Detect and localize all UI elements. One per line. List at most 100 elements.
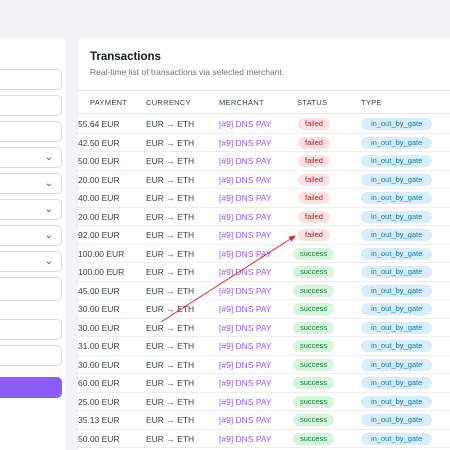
status-badge: failed [298, 192, 330, 204]
type-badge: in_out_by_gate [361, 303, 433, 315]
type-badge: in_out_by_gate [361, 414, 433, 426]
payment-cell: 30.00 EUR [78, 359, 120, 370]
payment-cell: 20.00 EUR [78, 174, 120, 185]
status-badge: failed [298, 229, 330, 241]
currency-cell: EUR → ETH [146, 433, 195, 444]
form-field-5[interactable] [0, 319, 62, 340]
merchant-link[interactable]: [#9] DNS PAY [219, 174, 272, 185]
table-row[interactable]: 30.00 EUR EUR → ETH [#9] DNS PAY success in_… [78, 300, 450, 319]
payment-cell: 20.00 EUR [78, 211, 120, 222]
table-row[interactable]: 45.00 EUR EUR → ETH [#9] DNS PAY success in_… [78, 282, 450, 300]
form-field-1[interactable] [0, 69, 62, 90]
payment-cell: 30.00 EUR [78, 304, 120, 314]
payment-cell: 50.00 EUR [78, 156, 120, 166]
form-field-6[interactable] [0, 345, 62, 366]
type-badge: in_out_by_gate [361, 192, 433, 204]
card-title: Transactions [90, 51, 161, 63]
form-select-3[interactable]: ⌄ [0, 199, 62, 220]
payment-cell: 25.00 EUR [78, 396, 120, 407]
status-badge: failed [298, 118, 330, 130]
merchant-link[interactable]: [#9] DNS PAY [219, 267, 272, 277]
merchant-link[interactable]: [#9] DNS PAY [219, 211, 272, 222]
table-row[interactable]: 60.00 EUR EUR → ETH [#9] DNS PAY success in_… [78, 374, 450, 393]
status-badge: success [293, 395, 335, 408]
column-header-currency: CURRENCY [146, 98, 191, 107]
currency-cell: EUR → ETH [146, 304, 195, 314]
column-header-payment: PAYMENT [90, 98, 128, 107]
table-row[interactable]: 40.00 EUR EUR → ETH [#9] DNS PAY failed in_o… [78, 189, 450, 208]
type-badge: in_out_by_gate [361, 155, 433, 167]
table-body: 55.64 EUR EUR → ETH [#9] DNS PAY failed in_o… [78, 115, 450, 450]
table-row[interactable]: 55.64 EUR EUR → ETH [#9] DNS PAY failed in_o… [78, 115, 450, 134]
table-row[interactable]: 100.00 EUR EUR → ETH [#9] DNS PAY success in… [78, 245, 450, 263]
type-badge: in_out_by_gate [361, 173, 433, 186]
merchant-link[interactable]: [#9] DNS PAY [219, 156, 272, 166]
merchant-link[interactable]: [#9] DNS PAY [219, 137, 272, 148]
merchant-link[interactable]: [#9] DNS PAY [219, 230, 272, 240]
table-row[interactable]: 31.00 EUR EUR → ETH [#9] DNS PAY success in_… [78, 337, 450, 356]
form-select-4[interactable]: ⌄ [0, 225, 62, 246]
table-row[interactable]: 25.00 EUR EUR → ETH [#9] DNS PAY success in_… [78, 393, 450, 411]
form-select-2[interactable]: ⌄ [0, 173, 62, 194]
chevron-down-icon: ⌄ [44, 178, 53, 189]
form-field-3[interactable] [0, 121, 62, 142]
type-badge: in_out_by_gate [361, 284, 433, 297]
submit-button[interactable] [0, 377, 62, 398]
chevron-down-icon: ⌄ [44, 204, 53, 215]
status-badge: success [293, 247, 335, 260]
table-row[interactable]: 35.13 EUR EUR → ETH [#9] DNS PAY success in_… [78, 411, 450, 430]
merchant-link[interactable]: [#9] DNS PAY [219, 248, 272, 259]
table-row[interactable]: 20.00 EUR EUR → ETH [#9] DNS PAY failed in_o… [78, 171, 450, 189]
table-row[interactable]: 50.00 EUR EUR → ETH [#9] DNS PAY success in_… [78, 430, 450, 448]
currency-cell: EUR → ETH [146, 396, 195, 407]
status-badge: success [293, 284, 335, 297]
currency-cell: EUR → ETH [146, 211, 195, 222]
table-row[interactable]: 20.00 EUR EUR → ETH [#9] DNS PAY failed in_o… [78, 208, 450, 226]
table-row[interactable]: 30.00 EUR EUR → ETH [#9] DNS PAY success in_… [78, 356, 450, 374]
status-badge: failed [298, 173, 330, 186]
payment-cell: 50.00 EUR [78, 433, 120, 444]
payment-cell: 31.00 EUR [78, 341, 120, 351]
currency-cell: EUR → ETH [146, 285, 195, 296]
merchant-link[interactable]: [#9] DNS PAY [219, 322, 272, 333]
merchant-link[interactable]: [#9] DNS PAY [219, 304, 272, 314]
currency-cell: EUR → ETH [146, 174, 195, 185]
table-row[interactable]: 100.00 EUR EUR → ETH [#9] DNS PAY success in… [78, 263, 450, 282]
merchant-link[interactable]: [#9] DNS PAY [219, 415, 272, 425]
payment-cell: 35.13 EUR [78, 415, 120, 425]
merchant-link[interactable]: [#9] DNS PAY [219, 359, 272, 370]
form-field-2[interactable] [0, 95, 62, 116]
merchant-link[interactable]: [#9] DNS PAY [219, 396, 272, 407]
merchant-link[interactable]: [#9] DNS PAY [219, 193, 272, 203]
payment-cell: 40.00 EUR [78, 193, 120, 203]
chevron-down-icon: ⌄ [44, 230, 53, 241]
table-row[interactable]: 50.00 EUR EUR → ETH [#9] DNS PAY failed in_o… [78, 152, 450, 171]
merchant-link[interactable]: [#9] DNS PAY [219, 378, 272, 388]
merchant-link[interactable]: [#9] DNS PAY [219, 341, 272, 351]
merchant-link[interactable]: [#9] DNS PAY [219, 433, 272, 444]
chevron-down-icon: ⌄ [44, 152, 53, 163]
status-badge: failed [298, 210, 330, 223]
type-badge: in_out_by_gate [361, 266, 433, 278]
type-badge: in_out_by_gate [361, 321, 433, 334]
merchant-link[interactable]: [#9] DNS PAY [219, 285, 272, 296]
status-badge: failed [298, 136, 330, 149]
currency-cell: EUR → ETH [146, 267, 195, 277]
payment-cell: 100.00 EUR [78, 267, 125, 277]
form-select-1[interactable]: ⌄ [0, 147, 62, 168]
merchant-link[interactable]: [#9] DNS PAY [219, 119, 272, 129]
form-select-5[interactable]: ⌄ [0, 251, 62, 272]
status-badge: success [293, 303, 335, 315]
type-badge: in_out_by_gate [361, 432, 433, 445]
table-row[interactable]: 42.50 EUR EUR → ETH [#9] DNS PAY failed in_o… [78, 134, 450, 152]
type-badge: in_out_by_gate [361, 136, 433, 149]
table-row[interactable]: 30.00 EUR EUR → ETH [#9] DNS PAY success in_… [78, 319, 450, 337]
status-badge: success [293, 321, 335, 334]
status-badge: failed [298, 155, 330, 167]
table-row[interactable]: 92.00 EUR EUR → ETH [#9] DNS PAY failed in_o… [78, 226, 450, 245]
currency-cell: EUR → ETH [146, 378, 195, 388]
currency-cell: EUR → ETH [146, 248, 195, 259]
currency-cell: EUR → ETH [146, 156, 195, 166]
type-badge: in_out_by_gate [361, 118, 433, 130]
form-field-4[interactable] [0, 277, 62, 301]
